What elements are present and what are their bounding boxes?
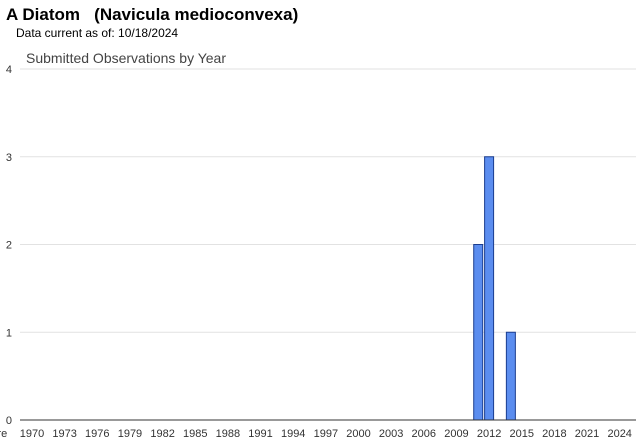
x-tick-label: 2021 <box>575 428 599 440</box>
x-tick-label: 2024 <box>607 428 631 440</box>
x-tick-label: 1979 <box>118 428 142 440</box>
bar-2014 <box>505 331 516 421</box>
x-tick-label: 2003 <box>379 428 403 440</box>
x-tick-label: 1991 <box>248 428 272 440</box>
x-tick-label: 1985 <box>183 428 207 440</box>
x-tick-label: 2018 <box>542 428 566 440</box>
x-tick-label: 1973 <box>52 428 76 440</box>
y-tick-label: 0 <box>6 415 12 427</box>
x-tick-label: 2015 <box>510 428 534 440</box>
y-axis-ticks: 0 1 2 3 4 <box>6 64 12 427</box>
x-tick-label: 1988 <box>216 428 240 440</box>
y-tick-label: 2 <box>6 240 12 252</box>
y-tick-label: 1 <box>6 327 12 339</box>
y-tick-label: 3 <box>6 152 12 164</box>
x-axis-ticks: pre 1970 1973 1976 1979 1982 1985 1988 1991 1994 1… <box>0 428 632 440</box>
chart-title: Submitted Observations by Year <box>26 50 226 66</box>
x-tick-label: pre <box>0 428 7 440</box>
bar-2012 <box>484 156 495 421</box>
x-tick-label: 1994 <box>281 428 305 440</box>
x-tick-label: 2012 <box>477 428 501 440</box>
x-tick-label: 1970 <box>20 428 44 440</box>
x-tick-label: 2009 <box>444 428 468 440</box>
data-current-label: Data current as of: 10/18/2024 <box>16 26 179 40</box>
x-tick-label: 1982 <box>150 428 174 440</box>
x-tick-label: 2000 <box>346 428 370 440</box>
x-tick-label: 2006 <box>412 428 436 440</box>
grid-layer <box>20 68 636 333</box>
bars-layer <box>473 156 516 421</box>
x-tick-label: 1997 <box>314 428 338 440</box>
y-tick-label: 4 <box>6 64 12 76</box>
x-tick-label: 1976 <box>85 428 109 440</box>
page-title: A Diatom (Navicula medioconvexa) <box>6 5 299 24</box>
bar-2011 <box>473 244 484 421</box>
